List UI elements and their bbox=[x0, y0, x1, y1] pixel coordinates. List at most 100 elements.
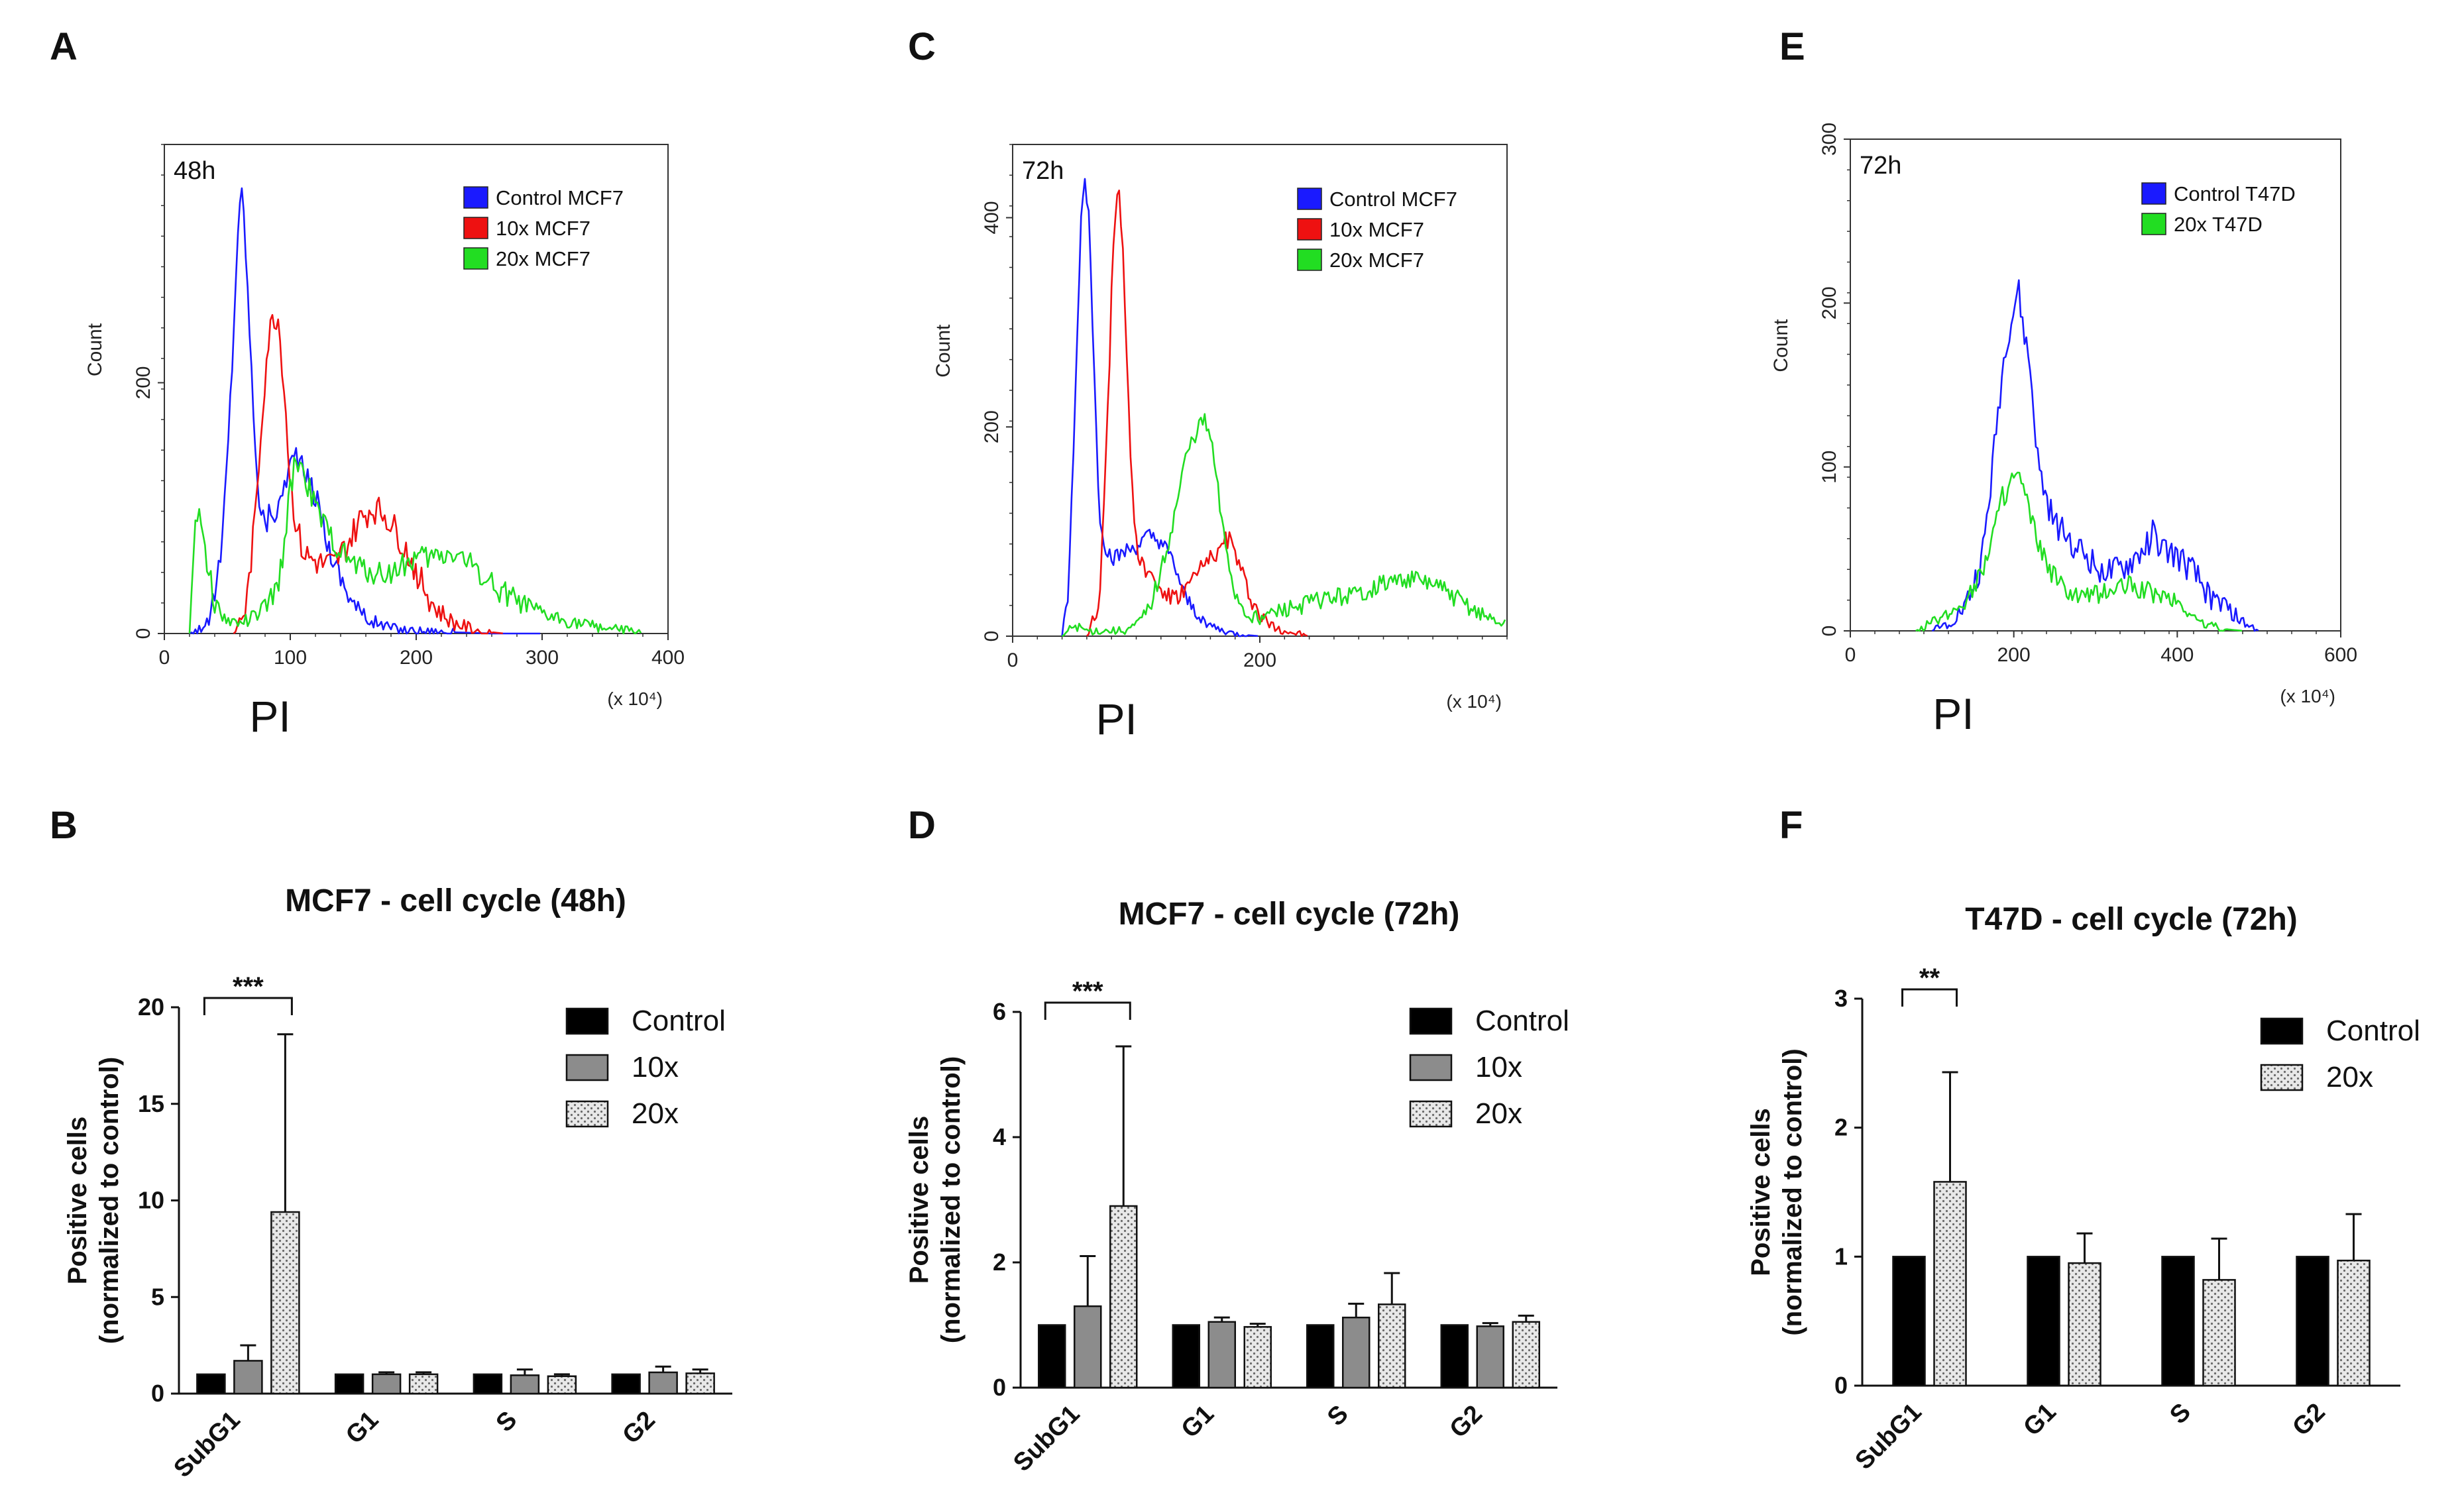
legend-swatch bbox=[463, 186, 488, 209]
y-tick-label: 0 bbox=[1834, 1372, 1848, 1399]
category-label: G2 bbox=[2287, 1398, 2331, 1442]
y-tick-label: 0 bbox=[1819, 626, 1840, 637]
x-tick-label: 200 bbox=[1243, 649, 1276, 671]
panel-letter-f: F bbox=[1779, 804, 1803, 847]
y-tick-label: 20 bbox=[138, 993, 164, 1021]
y-tick-label: 2 bbox=[993, 1248, 1006, 1276]
y-tick-label: 2 bbox=[1834, 1114, 1848, 1141]
bar-s-control bbox=[2161, 1256, 2195, 1387]
histogram-panel-c: 0 200 0 200 400 Count PI (x 10⁴) 72h Control MCF7… bbox=[932, 144, 1508, 744]
y-tick-label: 5 bbox=[151, 1283, 164, 1310]
y-tick-label: 0 bbox=[151, 1380, 164, 1407]
bar-g1-control bbox=[334, 1373, 364, 1395]
bar-subg1-20x bbox=[1109, 1205, 1138, 1389]
y-axis-label: Count bbox=[1770, 319, 1792, 372]
legend-label: Control MCF7 bbox=[1329, 188, 1457, 211]
significance-bracket bbox=[203, 997, 293, 1015]
y-tick-label: 1 bbox=[1834, 1243, 1848, 1270]
bar-g2-control bbox=[611, 1373, 641, 1395]
bar-panel-d: MCF7 - cell cycle (72h) 0 2 4 6 Positive cell… bbox=[905, 897, 1569, 1477]
y-tick-label: 0 bbox=[993, 1374, 1006, 1401]
x-multiplier-label: (x 10⁴) bbox=[607, 689, 663, 709]
legend-label: 20x MCF7 bbox=[496, 247, 590, 270]
legend-swatch bbox=[1409, 1054, 1453, 1081]
bar-s-control bbox=[473, 1373, 503, 1395]
x-tick-label: 200 bbox=[400, 647, 433, 669]
bar-g2-20x bbox=[2337, 1259, 2371, 1387]
legend-swatch bbox=[2141, 213, 2166, 235]
legend-label: 10x MCF7 bbox=[1329, 218, 1424, 241]
significance-label: *** bbox=[1072, 977, 1103, 1006]
y-tick-label: 100 bbox=[1819, 451, 1840, 484]
legend-swatch bbox=[2260, 1017, 2304, 1045]
panel-letter-e: E bbox=[1779, 25, 1805, 68]
plot-frame bbox=[1012, 144, 1508, 637]
category-label: S bbox=[1322, 1400, 1354, 1432]
x-tick-label: 100 bbox=[274, 647, 307, 669]
category-label: G2 bbox=[1445, 1400, 1488, 1444]
category-label: SubG1 bbox=[168, 1406, 245, 1483]
series-line-control-mcf7 bbox=[1061, 178, 1259, 637]
legend-label: Control bbox=[632, 1005, 726, 1037]
legend-swatch bbox=[1409, 1007, 1453, 1035]
series-line-10x-mcf7 bbox=[233, 313, 503, 635]
y-axis-label-2: (normalized to control) bbox=[95, 1057, 124, 1344]
x-tick-label: 300 bbox=[526, 647, 559, 669]
legend-swatch bbox=[463, 247, 488, 270]
time-label: 72h bbox=[1860, 152, 1901, 180]
x-axis-label: PI bbox=[1095, 694, 1137, 744]
category-label: SubG1 bbox=[1008, 1400, 1085, 1477]
bar-s-20x bbox=[547, 1375, 577, 1395]
bar-g2-10x bbox=[648, 1371, 678, 1395]
series-line-20x-mcf7 bbox=[188, 457, 642, 635]
category-label: G1 bbox=[341, 1406, 384, 1450]
legend-swatch bbox=[1297, 249, 1322, 271]
bar-g2-20x bbox=[1512, 1321, 1540, 1389]
significance-label: *** bbox=[233, 972, 264, 1001]
x-axis-label: PI bbox=[249, 692, 290, 741]
bar-subg1-control bbox=[1038, 1324, 1066, 1389]
series-line-10x-mcf7 bbox=[1086, 190, 1308, 637]
chart-title: T47D - cell cycle (72h) bbox=[1965, 902, 2298, 937]
x-tick-label: 0 bbox=[1007, 649, 1019, 671]
y-tick-label: 400 bbox=[981, 201, 1003, 234]
bar-g2-20x bbox=[685, 1372, 715, 1395]
x-multiplier-label: (x 10⁴) bbox=[1446, 691, 1502, 712]
category-label: G1 bbox=[2018, 1398, 2062, 1442]
legend-swatch bbox=[1297, 188, 1322, 210]
histogram-panel-e: 0 200 400 600 0 100 200 300 Count PI (x 10⁴) 72h Con… bbox=[1770, 123, 2357, 738]
legend-label: Control bbox=[2326, 1015, 2420, 1047]
bar-subg1-10x bbox=[233, 1360, 263, 1395]
bar-subg1-20x bbox=[270, 1211, 300, 1395]
category-label: SubG1 bbox=[1850, 1398, 1927, 1475]
y-tick-label: 0 bbox=[133, 628, 154, 639]
panel-letter-c: C bbox=[908, 25, 936, 68]
plot-frame bbox=[164, 144, 669, 634]
y-axis-label: Count bbox=[84, 323, 106, 376]
panel-letter-a: A bbox=[50, 25, 78, 68]
legend-swatch bbox=[2260, 1064, 2304, 1091]
bar-panel-f: T47D - cell cycle (72h) 0 1 2 3 Positive cell… bbox=[1746, 902, 2420, 1475]
bar-subg1-20x bbox=[1933, 1181, 1967, 1387]
bar-s-10x bbox=[510, 1374, 540, 1395]
legend-label: Control T47D bbox=[2174, 182, 2296, 205]
legend-swatch bbox=[1297, 218, 1322, 241]
bar-g2-control bbox=[2296, 1256, 2329, 1387]
x-multiplier-label: (x 10⁴) bbox=[2280, 686, 2335, 706]
series-line-20x-t47d bbox=[1915, 471, 2243, 632]
time-label: 48h bbox=[174, 157, 215, 185]
legend-label: 10x bbox=[632, 1051, 679, 1083]
bar-g1-20x bbox=[1243, 1326, 1272, 1389]
x-tick-label: 400 bbox=[2160, 644, 2194, 666]
chart-title: MCF7 - cell cycle (72h) bbox=[1119, 897, 1460, 932]
legend-swatch bbox=[463, 217, 488, 239]
panel-letter-b: B bbox=[50, 804, 78, 847]
bar-g2-control bbox=[1440, 1324, 1469, 1389]
legend-swatch bbox=[565, 1007, 609, 1035]
y-tick-label: 10 bbox=[138, 1187, 164, 1214]
y-tick-label: 4 bbox=[993, 1123, 1006, 1150]
bar-subg1-control bbox=[1892, 1256, 1926, 1387]
panel-letter-d: D bbox=[908, 804, 936, 847]
y-axis-label-2: (normalized to control) bbox=[936, 1056, 966, 1343]
y-tick-label: 6 bbox=[993, 998, 1006, 1025]
